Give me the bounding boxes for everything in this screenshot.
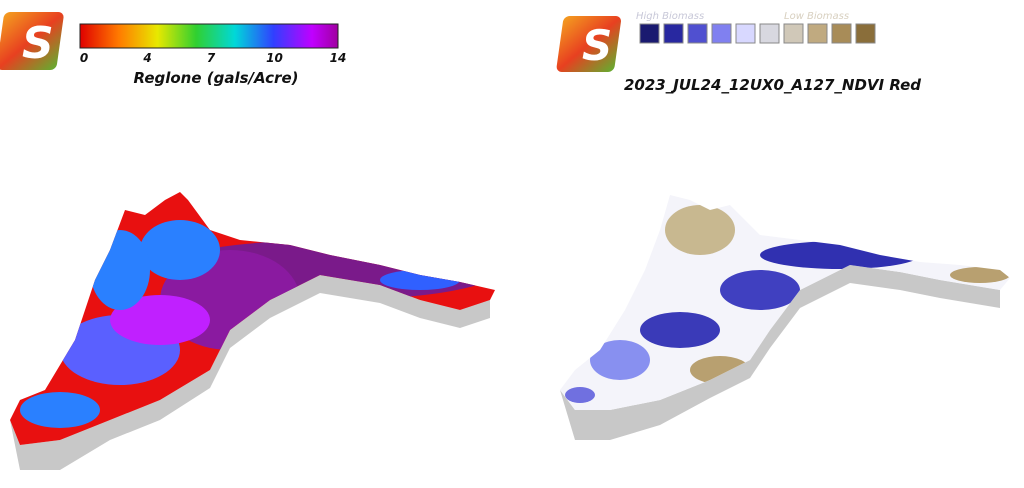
legend-tick: 0 bbox=[80, 51, 88, 65]
legend-swatch bbox=[687, 23, 708, 44]
legend-swatch bbox=[639, 23, 660, 44]
legend-swatch bbox=[783, 23, 804, 44]
legend-tick: 4 bbox=[142, 51, 151, 65]
legend-swatch bbox=[759, 23, 780, 44]
svg-text:S: S bbox=[22, 18, 54, 69]
legend-low-label: Low Biomass bbox=[784, 11, 849, 22]
legend-swatch bbox=[711, 23, 732, 44]
field-map bbox=[560, 195, 1010, 410]
legend-tick: 10 bbox=[266, 51, 283, 65]
field-base bbox=[560, 265, 1000, 440]
legend-swatch bbox=[807, 23, 828, 44]
color-bar bbox=[79, 23, 339, 49]
logo: S bbox=[556, 16, 621, 72]
legend-tick: 14 bbox=[330, 51, 347, 65]
legend-tick: 7 bbox=[207, 51, 216, 65]
legend-swatch bbox=[735, 23, 756, 44]
field-base bbox=[10, 275, 490, 470]
svg-text:S: S bbox=[582, 21, 612, 70]
legend-swatch bbox=[855, 23, 876, 44]
logo: S bbox=[0, 12, 64, 70]
legend-swatch bbox=[831, 23, 852, 44]
legend-label: Reglone (gals/Acre) bbox=[134, 69, 299, 87]
legend-high-label: High Biomass bbox=[636, 11, 704, 22]
legend-swatch bbox=[663, 23, 684, 44]
map-title: 2023_JUL24_12UX0_A127_NDVI Red bbox=[624, 76, 921, 94]
